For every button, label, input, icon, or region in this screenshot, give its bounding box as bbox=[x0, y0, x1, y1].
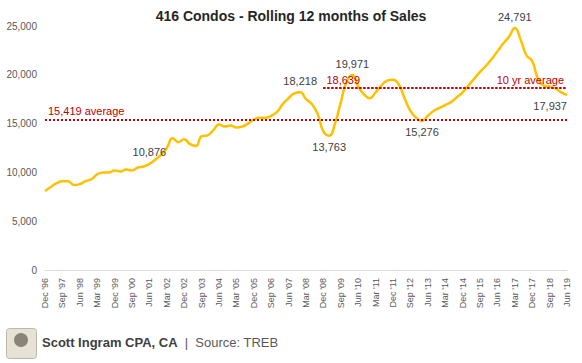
svg-text:Sep '06: Sep '06 bbox=[266, 278, 276, 308]
svg-text:Sep '97: Sep '97 bbox=[57, 278, 67, 308]
svg-text:Sep '18: Sep '18 bbox=[545, 278, 555, 308]
svg-text:18,218: 18,218 bbox=[283, 75, 317, 87]
svg-text:Mar '17: Mar '17 bbox=[510, 278, 520, 308]
svg-text:19,971: 19,971 bbox=[336, 58, 370, 70]
svg-text:Dec '96: Dec '96 bbox=[40, 278, 50, 308]
svg-text:Jun '19: Jun '19 bbox=[562, 278, 572, 307]
svg-text:Mar '99: Mar '99 bbox=[92, 278, 102, 308]
svg-text:0: 0 bbox=[31, 265, 37, 276]
svg-text:Scott Ingram CPA, CA: Scott Ingram CPA, CA bbox=[42, 335, 178, 350]
svg-text:Dec '05: Dec '05 bbox=[249, 278, 259, 308]
svg-text:Jun '16: Jun '16 bbox=[492, 278, 502, 307]
svg-text:Jun '13: Jun '13 bbox=[423, 278, 433, 307]
svg-text:Mar '14: Mar '14 bbox=[440, 278, 450, 308]
svg-text:Mar '11: Mar '11 bbox=[371, 278, 381, 307]
svg-text:Sep '15: Sep '15 bbox=[475, 278, 485, 308]
svg-text:Jun '10: Jun '10 bbox=[353, 278, 363, 307]
svg-text:416 Condos - Rolling 12 months: 416 Condos - Rolling 12 months of Sales bbox=[156, 8, 427, 24]
svg-text:Source: TREB: Source: TREB bbox=[188, 335, 278, 350]
svg-text:Jun '04: Jun '04 bbox=[214, 278, 224, 307]
svg-text:Jun '07: Jun '07 bbox=[284, 278, 294, 307]
svg-text:5,000: 5,000 bbox=[12, 216, 37, 227]
svg-text:Dec '11: Dec '11 bbox=[388, 278, 398, 308]
svg-text:15,419 average: 15,419 average bbox=[48, 105, 124, 117]
svg-text:Dec '14: Dec '14 bbox=[458, 278, 468, 308]
svg-text:10,000: 10,000 bbox=[6, 167, 37, 178]
svg-text:Dec '08: Dec '08 bbox=[318, 278, 328, 308]
svg-text:Mar '05: Mar '05 bbox=[231, 278, 241, 308]
svg-text:Sep '03: Sep '03 bbox=[197, 278, 207, 308]
svg-text:13,763: 13,763 bbox=[312, 141, 346, 153]
svg-text:Dec '02: Dec '02 bbox=[179, 278, 189, 308]
svg-text:25,000: 25,000 bbox=[6, 21, 37, 32]
svg-text:Jun '01: Jun '01 bbox=[144, 278, 154, 307]
svg-text:Sep '12: Sep '12 bbox=[405, 278, 415, 308]
svg-text:Sep '00: Sep '00 bbox=[127, 278, 137, 308]
svg-text:Sep '09: Sep '09 bbox=[336, 278, 346, 308]
svg-text:24,791: 24,791 bbox=[498, 11, 532, 23]
svg-text:|: | bbox=[178, 335, 189, 350]
svg-text:18,639: 18,639 bbox=[326, 74, 360, 86]
svg-text:15,000: 15,000 bbox=[6, 118, 37, 129]
svg-text:15,276: 15,276 bbox=[405, 126, 439, 138]
svg-text:Dec '17: Dec '17 bbox=[527, 278, 537, 308]
svg-text:20,000: 20,000 bbox=[6, 69, 37, 80]
svg-text:Mar '02: Mar '02 bbox=[162, 278, 172, 308]
svg-text:17,937: 17,937 bbox=[533, 100, 567, 112]
svg-text:10 yr average: 10 yr average bbox=[497, 74, 564, 86]
svg-text:10,876: 10,876 bbox=[133, 146, 167, 158]
svg-text:Mar '08: Mar '08 bbox=[301, 278, 311, 308]
svg-text:Dec '99: Dec '99 bbox=[110, 278, 120, 308]
svg-text:Jun '98: Jun '98 bbox=[75, 278, 85, 307]
